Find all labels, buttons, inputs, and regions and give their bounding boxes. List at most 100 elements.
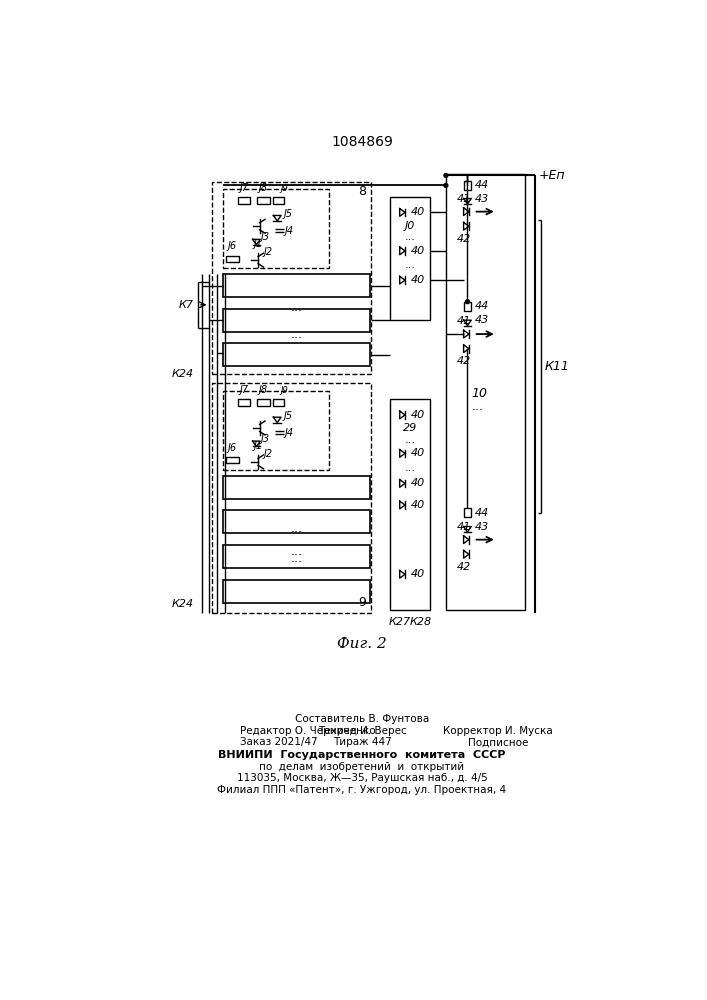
- Text: Филиал ППП «Патент», г. Ужгород, ул. Проектная, 4: Филиал ППП «Патент», г. Ужгород, ул. Про…: [217, 785, 506, 795]
- Text: К24: К24: [172, 369, 194, 379]
- Bar: [390, 197, 431, 320]
- Bar: [223, 189, 329, 268]
- Text: Тираж 447: Тираж 447: [332, 737, 392, 747]
- Circle shape: [444, 174, 448, 177]
- Text: ...: ...: [291, 301, 303, 314]
- Text: 40: 40: [411, 275, 426, 285]
- Text: 40: 40: [411, 569, 426, 579]
- Text: J2: J2: [264, 449, 272, 459]
- Polygon shape: [399, 276, 405, 284]
- Bar: [238, 399, 250, 406]
- Bar: [226, 457, 239, 463]
- Bar: [446, 174, 525, 610]
- Circle shape: [444, 184, 448, 187]
- Text: 40: 40: [411, 478, 426, 488]
- Text: Редактор О. Черниченко: Редактор О. Черниченко: [240, 726, 376, 736]
- Bar: [212, 383, 371, 613]
- Polygon shape: [274, 417, 281, 423]
- Text: ВНИИПИ  Государственного  комитета  СССР: ВНИИПИ Государственного комитета СССР: [218, 750, 506, 760]
- Text: J8: J8: [259, 183, 268, 193]
- Circle shape: [465, 300, 469, 304]
- Polygon shape: [399, 209, 405, 216]
- Bar: [257, 399, 269, 406]
- Text: J4: J4: [284, 428, 293, 438]
- Text: 41: 41: [457, 316, 471, 326]
- Text: J6: J6: [228, 443, 237, 453]
- Text: Составитель В. Фунтова: Составитель В. Фунтова: [295, 714, 429, 724]
- Text: J7: J7: [240, 183, 249, 193]
- Text: 41: 41: [457, 194, 471, 204]
- Text: 40: 40: [411, 246, 426, 256]
- Text: Подписное: Подписное: [468, 737, 528, 747]
- Bar: [464, 508, 471, 517]
- Text: ...: ...: [405, 435, 416, 445]
- Bar: [223, 274, 370, 297]
- Text: J7: J7: [240, 385, 249, 395]
- Polygon shape: [252, 239, 260, 245]
- Bar: [223, 510, 370, 533]
- Text: К28: К28: [410, 617, 432, 627]
- Text: 113035, Москва, Ж—35, Раушская наб., д. 4/5: 113035, Москва, Ж—35, Раушская наб., д. …: [237, 773, 487, 783]
- Text: 42: 42: [457, 356, 471, 366]
- Polygon shape: [464, 345, 469, 353]
- Text: 29: 29: [403, 423, 418, 433]
- Text: ...: ...: [405, 463, 416, 473]
- Text: 43: 43: [475, 194, 489, 204]
- Text: 1084869: 1084869: [331, 135, 393, 149]
- Bar: [464, 181, 471, 190]
- Bar: [257, 197, 269, 204]
- Text: J5: J5: [284, 411, 293, 421]
- Text: ...: ...: [291, 545, 303, 558]
- Text: J9: J9: [281, 184, 288, 193]
- Text: ...: ...: [291, 552, 303, 565]
- Text: J5: J5: [284, 209, 293, 219]
- Text: 41: 41: [457, 522, 471, 532]
- Polygon shape: [464, 536, 469, 544]
- Text: ...: ...: [291, 328, 303, 341]
- Polygon shape: [399, 480, 405, 487]
- Text: J1: J1: [253, 441, 262, 451]
- Text: 42: 42: [457, 234, 471, 244]
- Polygon shape: [464, 330, 469, 338]
- Polygon shape: [252, 441, 260, 446]
- Text: J2: J2: [264, 247, 272, 257]
- Bar: [274, 399, 284, 406]
- Text: ...: ...: [472, 400, 484, 413]
- Text: 44: 44: [475, 508, 489, 518]
- Polygon shape: [464, 208, 469, 215]
- Text: К7: К7: [179, 300, 194, 310]
- Bar: [223, 545, 370, 568]
- Polygon shape: [464, 199, 472, 204]
- Polygon shape: [464, 550, 469, 558]
- Text: 9: 9: [358, 596, 366, 609]
- Bar: [226, 256, 239, 262]
- Bar: [390, 399, 431, 610]
- Text: 40: 40: [411, 410, 426, 420]
- Text: J1: J1: [253, 239, 262, 249]
- Text: J3: J3: [261, 232, 270, 242]
- Bar: [223, 580, 370, 603]
- Text: 40: 40: [411, 500, 426, 510]
- Bar: [223, 309, 370, 332]
- Text: 44: 44: [475, 180, 489, 190]
- Bar: [212, 182, 371, 374]
- Text: +Eп: +Eп: [539, 169, 566, 182]
- Text: 10: 10: [472, 387, 487, 400]
- Polygon shape: [399, 570, 405, 578]
- Polygon shape: [464, 527, 472, 532]
- Text: Фиг. 2: Фиг. 2: [337, 637, 387, 651]
- Text: 43: 43: [475, 315, 489, 325]
- Text: J6: J6: [228, 241, 237, 251]
- Text: 8: 8: [358, 185, 366, 198]
- Polygon shape: [274, 215, 281, 221]
- Text: 40: 40: [411, 448, 426, 458]
- Bar: [238, 197, 250, 204]
- Bar: [223, 343, 370, 366]
- Bar: [223, 476, 370, 499]
- Text: Техред И. Верес: Техред И. Верес: [317, 726, 407, 736]
- Text: 40: 40: [411, 207, 426, 217]
- Text: J9: J9: [281, 386, 288, 395]
- Polygon shape: [464, 320, 472, 326]
- Polygon shape: [399, 450, 405, 457]
- Text: К27: К27: [389, 617, 411, 627]
